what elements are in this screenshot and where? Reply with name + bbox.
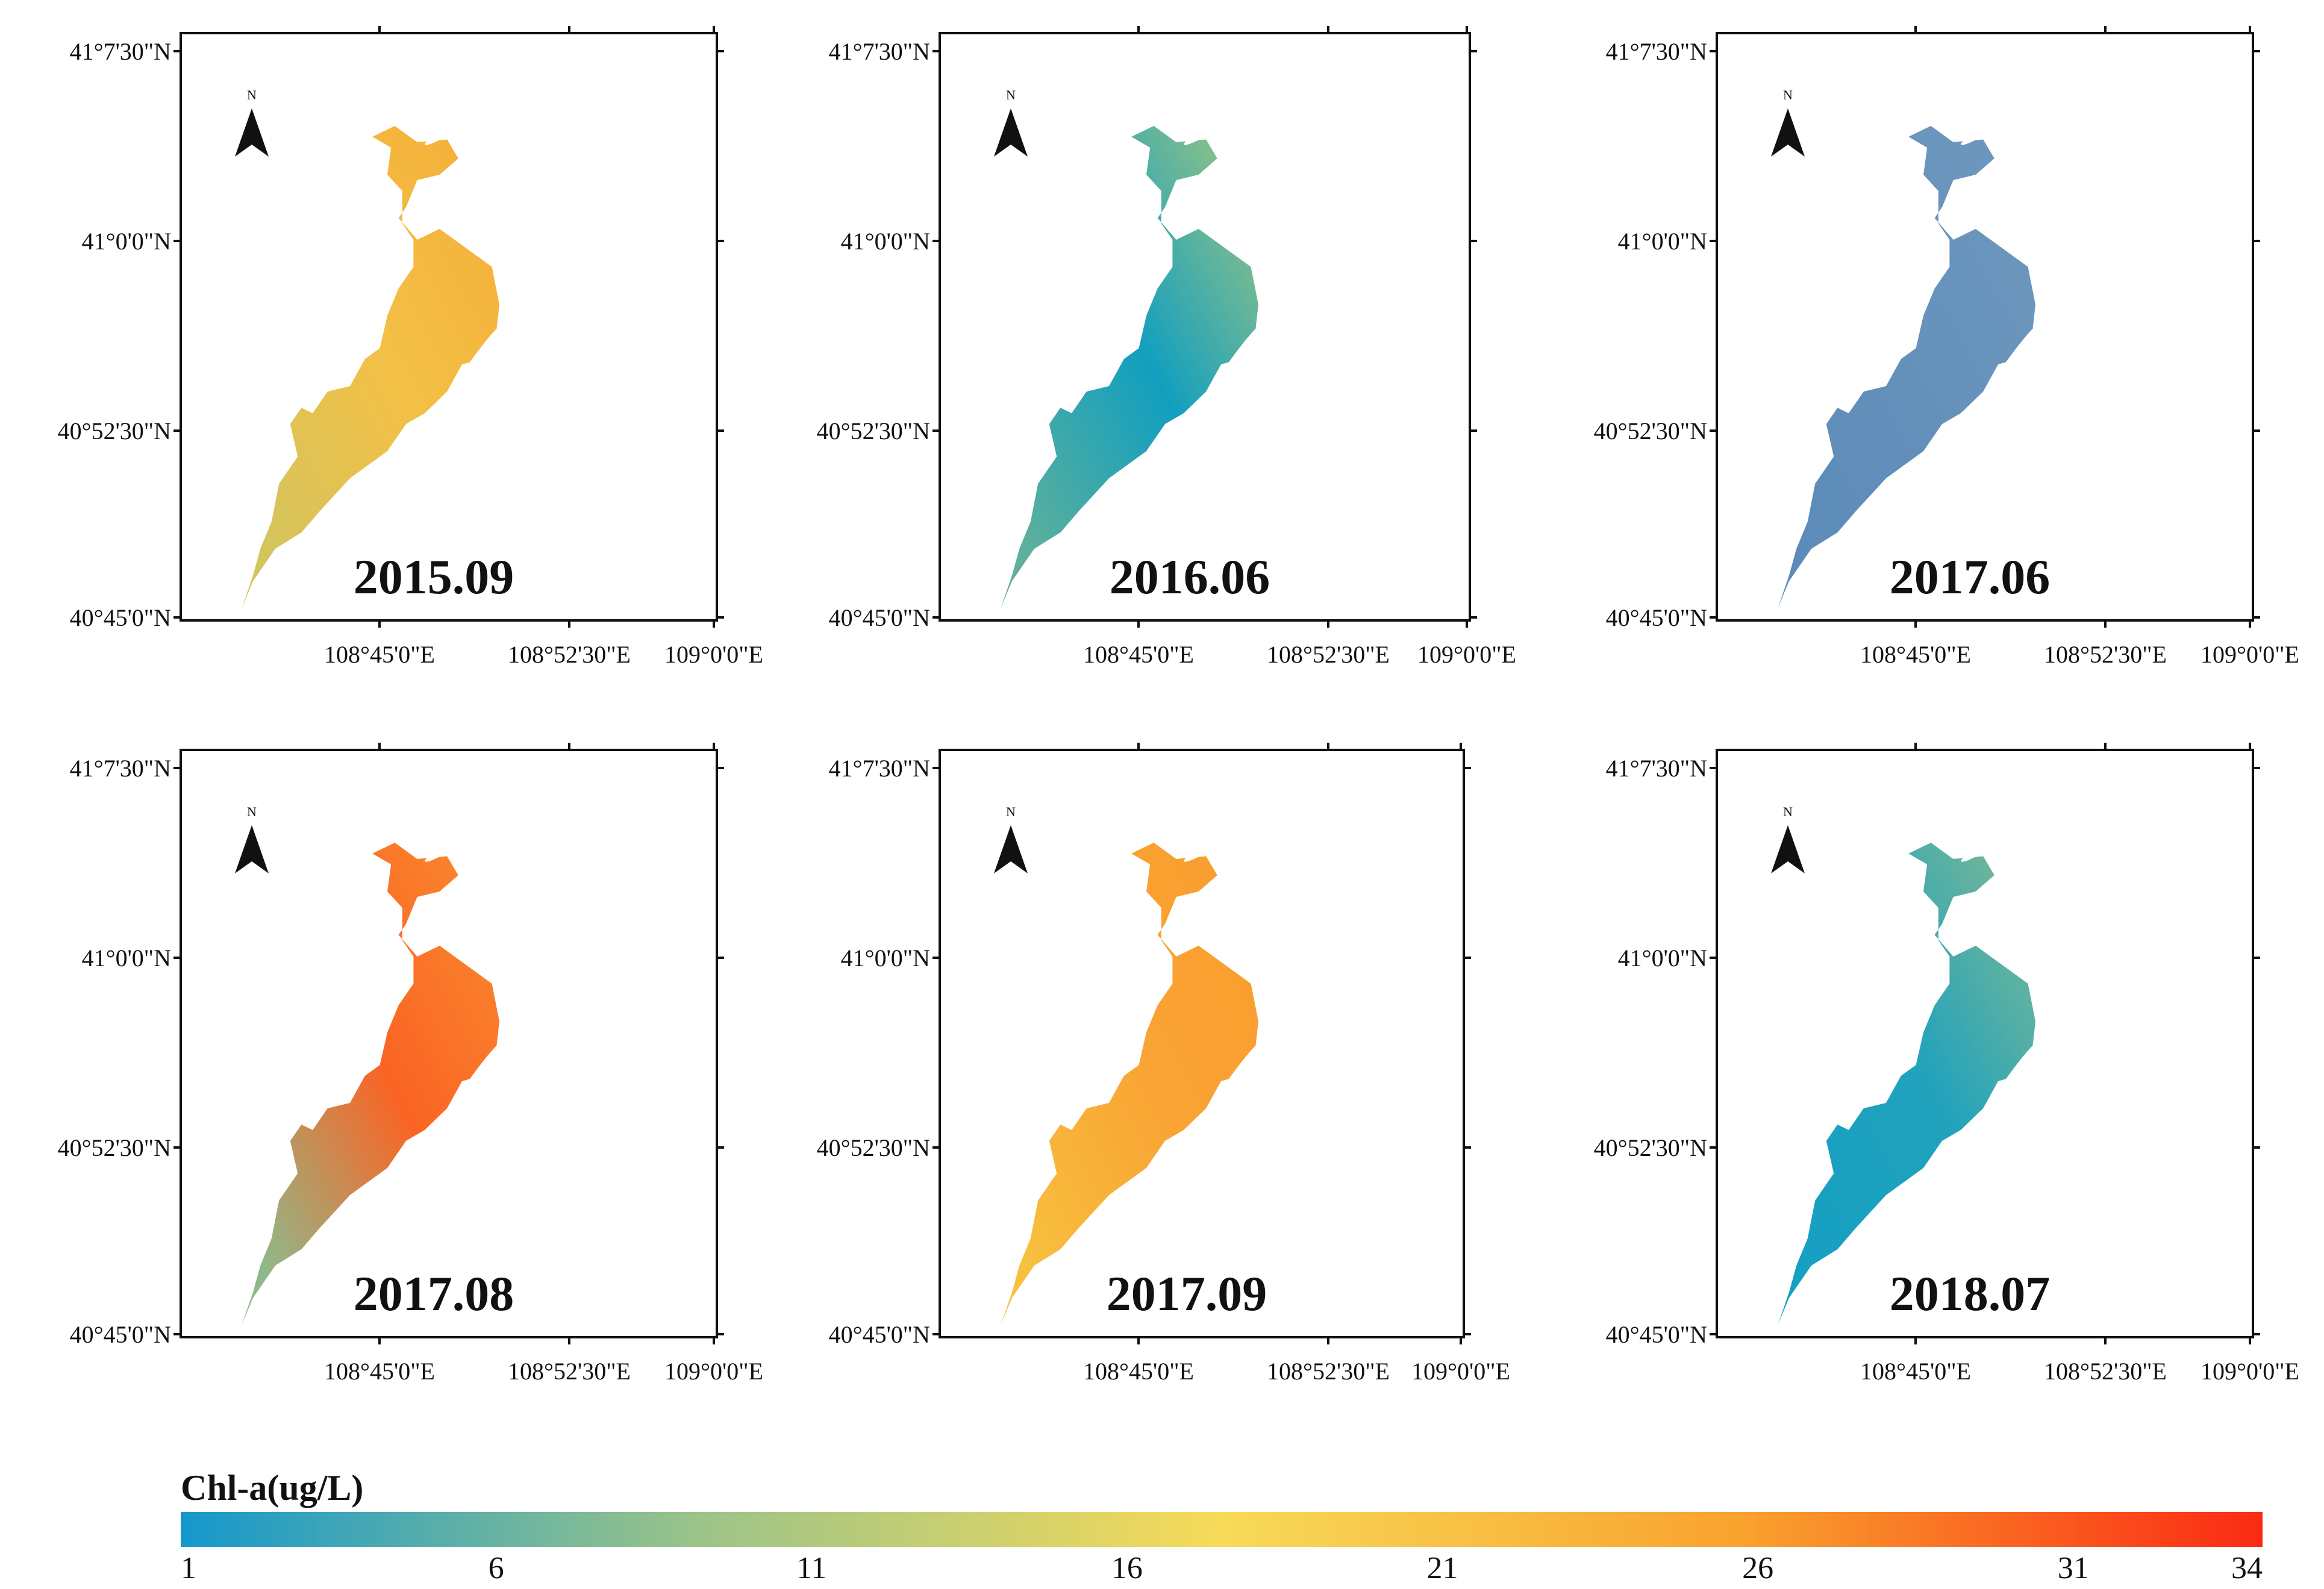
lat-tick-label: 40°45'0"N: [829, 1321, 930, 1348]
lat-tick-label: 40°52'30"N: [58, 1134, 171, 1161]
islands: [1961, 797, 2064, 1132]
lat-tick-label: 41°7'30"N: [70, 38, 171, 65]
legend-tick-label: 34: [2231, 1551, 2263, 1585]
map-year-label: 2017.06: [1890, 549, 2051, 604]
lon-tick-label: 108°45'0"E: [324, 641, 435, 668]
lon-tick-label: 108°52'30"E: [508, 641, 631, 668]
lon-tick-label: 108°45'0"E: [324, 1358, 435, 1385]
lat-tick-label: 40°52'30"N: [817, 417, 930, 445]
lat-tick-label: 41°7'30"N: [70, 755, 171, 782]
lat-tick-label: 41°0'0"N: [841, 228, 930, 255]
lon-tick-label: 109°0'0"E: [2201, 1358, 2299, 1385]
map-panel: N 2017.06 41°7'30"N 41°0'0"N 40°52'30"N 40°45…: [1594, 26, 2299, 668]
lat-tick-label: 41°7'30"N: [1606, 38, 1707, 65]
north-letter: N: [1006, 87, 1016, 102]
islands: [1184, 80, 1287, 415]
lon-tick-label: 108°52'30"E: [2044, 641, 2167, 668]
map-panel: N 2017.08 41°7'30"N 41°0'0"N 40°52'30"N 40°45…: [58, 743, 763, 1385]
legend-tick-label: 16: [1111, 1551, 1143, 1585]
north-letter: N: [1783, 87, 1793, 102]
map-year-label: 2015.09: [354, 549, 514, 604]
legend-tick-label: 11: [796, 1551, 826, 1585]
map-panel: N 2018.07 41°7'30"N 41°0'0"N 40°52'30"N 40°45…: [1594, 743, 2299, 1385]
map-year-label: 2017.08: [354, 1266, 514, 1321]
lat-tick-label: 41°0'0"N: [841, 944, 930, 972]
lat-tick-label: 41°7'30"N: [829, 38, 930, 65]
lat-tick-label: 41°0'0"N: [1618, 228, 1707, 255]
islands: [1961, 80, 2064, 415]
islands: [1184, 797, 1287, 1132]
chl-a-legend: Chl-a(ug/L) 1 6 11 16 21 26 31 34: [181, 1468, 2263, 1585]
lat-tick-label: 40°52'30"N: [1594, 1134, 1707, 1161]
lat-tick-label: 40°45'0"N: [1606, 604, 1707, 631]
islands: [425, 797, 528, 1132]
north-letter: N: [1006, 804, 1016, 819]
legend-tick-label: 26: [1742, 1551, 1773, 1585]
lat-tick-label: 40°45'0"N: [829, 604, 930, 631]
lon-tick-label: 108°52'30"E: [1267, 1358, 1390, 1385]
north-arrow-icon: N: [994, 804, 1028, 873]
lon-tick-label: 109°0'0"E: [1417, 641, 1516, 668]
lat-tick-label: 41°0'0"N: [1618, 944, 1707, 972]
lon-tick-label: 108°45'0"E: [1083, 641, 1194, 668]
lat-tick-label: 41°0'0"N: [82, 944, 171, 972]
lat-tick-label: 41°7'30"N: [1606, 755, 1707, 782]
legend-tick-label: 1: [181, 1551, 196, 1585]
lon-tick-label: 108°52'30"E: [508, 1358, 631, 1385]
north-arrow-icon: N: [994, 87, 1028, 157]
map-panel: N 2016.06 41°7'30"N 41°0'0"N 40°52'30"N 40°45…: [817, 26, 1516, 668]
lat-tick-label: 40°45'0"N: [1606, 1321, 1707, 1348]
lat-tick-label: 40°52'30"N: [817, 1134, 930, 1161]
lon-tick-label: 109°0'0"E: [1411, 1358, 1510, 1385]
lon-tick-label: 108°52'30"E: [2044, 1358, 2167, 1385]
north-arrow-icon: N: [1771, 87, 1805, 157]
map-panel: N 2015.09 41°7'30"N 41°0'0"N 40°52'30"N 40°45…: [58, 26, 763, 668]
legend-colorbar: [181, 1512, 2263, 1547]
north-letter: N: [1783, 804, 1793, 819]
lon-tick-label: 109°0'0"E: [664, 1358, 763, 1385]
lat-tick-label: 40°45'0"N: [70, 604, 171, 631]
north-arrow-icon: N: [1771, 804, 1805, 873]
north-arrow-icon: N: [235, 87, 269, 157]
lon-tick-label: 108°45'0"E: [1860, 1358, 1971, 1385]
north-letter: N: [247, 804, 257, 819]
north-arrow-icon: N: [235, 804, 269, 873]
lon-tick-label: 108°52'30"E: [1267, 641, 1390, 668]
map-panel: N 2017.09 41°7'30"N 41°0'0"N 40°52'30"N 40°45…: [817, 743, 1510, 1385]
lon-tick-label: 109°0'0"E: [2201, 641, 2299, 668]
lat-tick-label: 40°52'30"N: [1594, 417, 1707, 445]
map-year-label: 2017.09: [1107, 1266, 1267, 1321]
north-letter: N: [247, 87, 257, 102]
lat-tick-label: 41°0'0"N: [82, 228, 171, 255]
lon-tick-label: 108°45'0"E: [1860, 641, 1971, 668]
legend-title: Chl-a(ug/L): [181, 1468, 363, 1508]
map-year-label: 2016.06: [1110, 549, 1270, 604]
legend-tick-label: 6: [489, 1551, 504, 1585]
islands: [425, 80, 528, 415]
legend-tick-label: 31: [2058, 1551, 2089, 1585]
map-year-label: 2018.07: [1890, 1266, 2051, 1321]
lat-tick-label: 41°7'30"N: [829, 755, 930, 782]
lat-tick-label: 40°45'0"N: [70, 1321, 171, 1348]
lon-tick-label: 108°45'0"E: [1083, 1358, 1194, 1385]
lat-tick-label: 40°52'30"N: [58, 417, 171, 445]
lon-tick-label: 109°0'0"E: [664, 641, 763, 668]
legend-tick-label: 21: [1427, 1551, 1458, 1585]
